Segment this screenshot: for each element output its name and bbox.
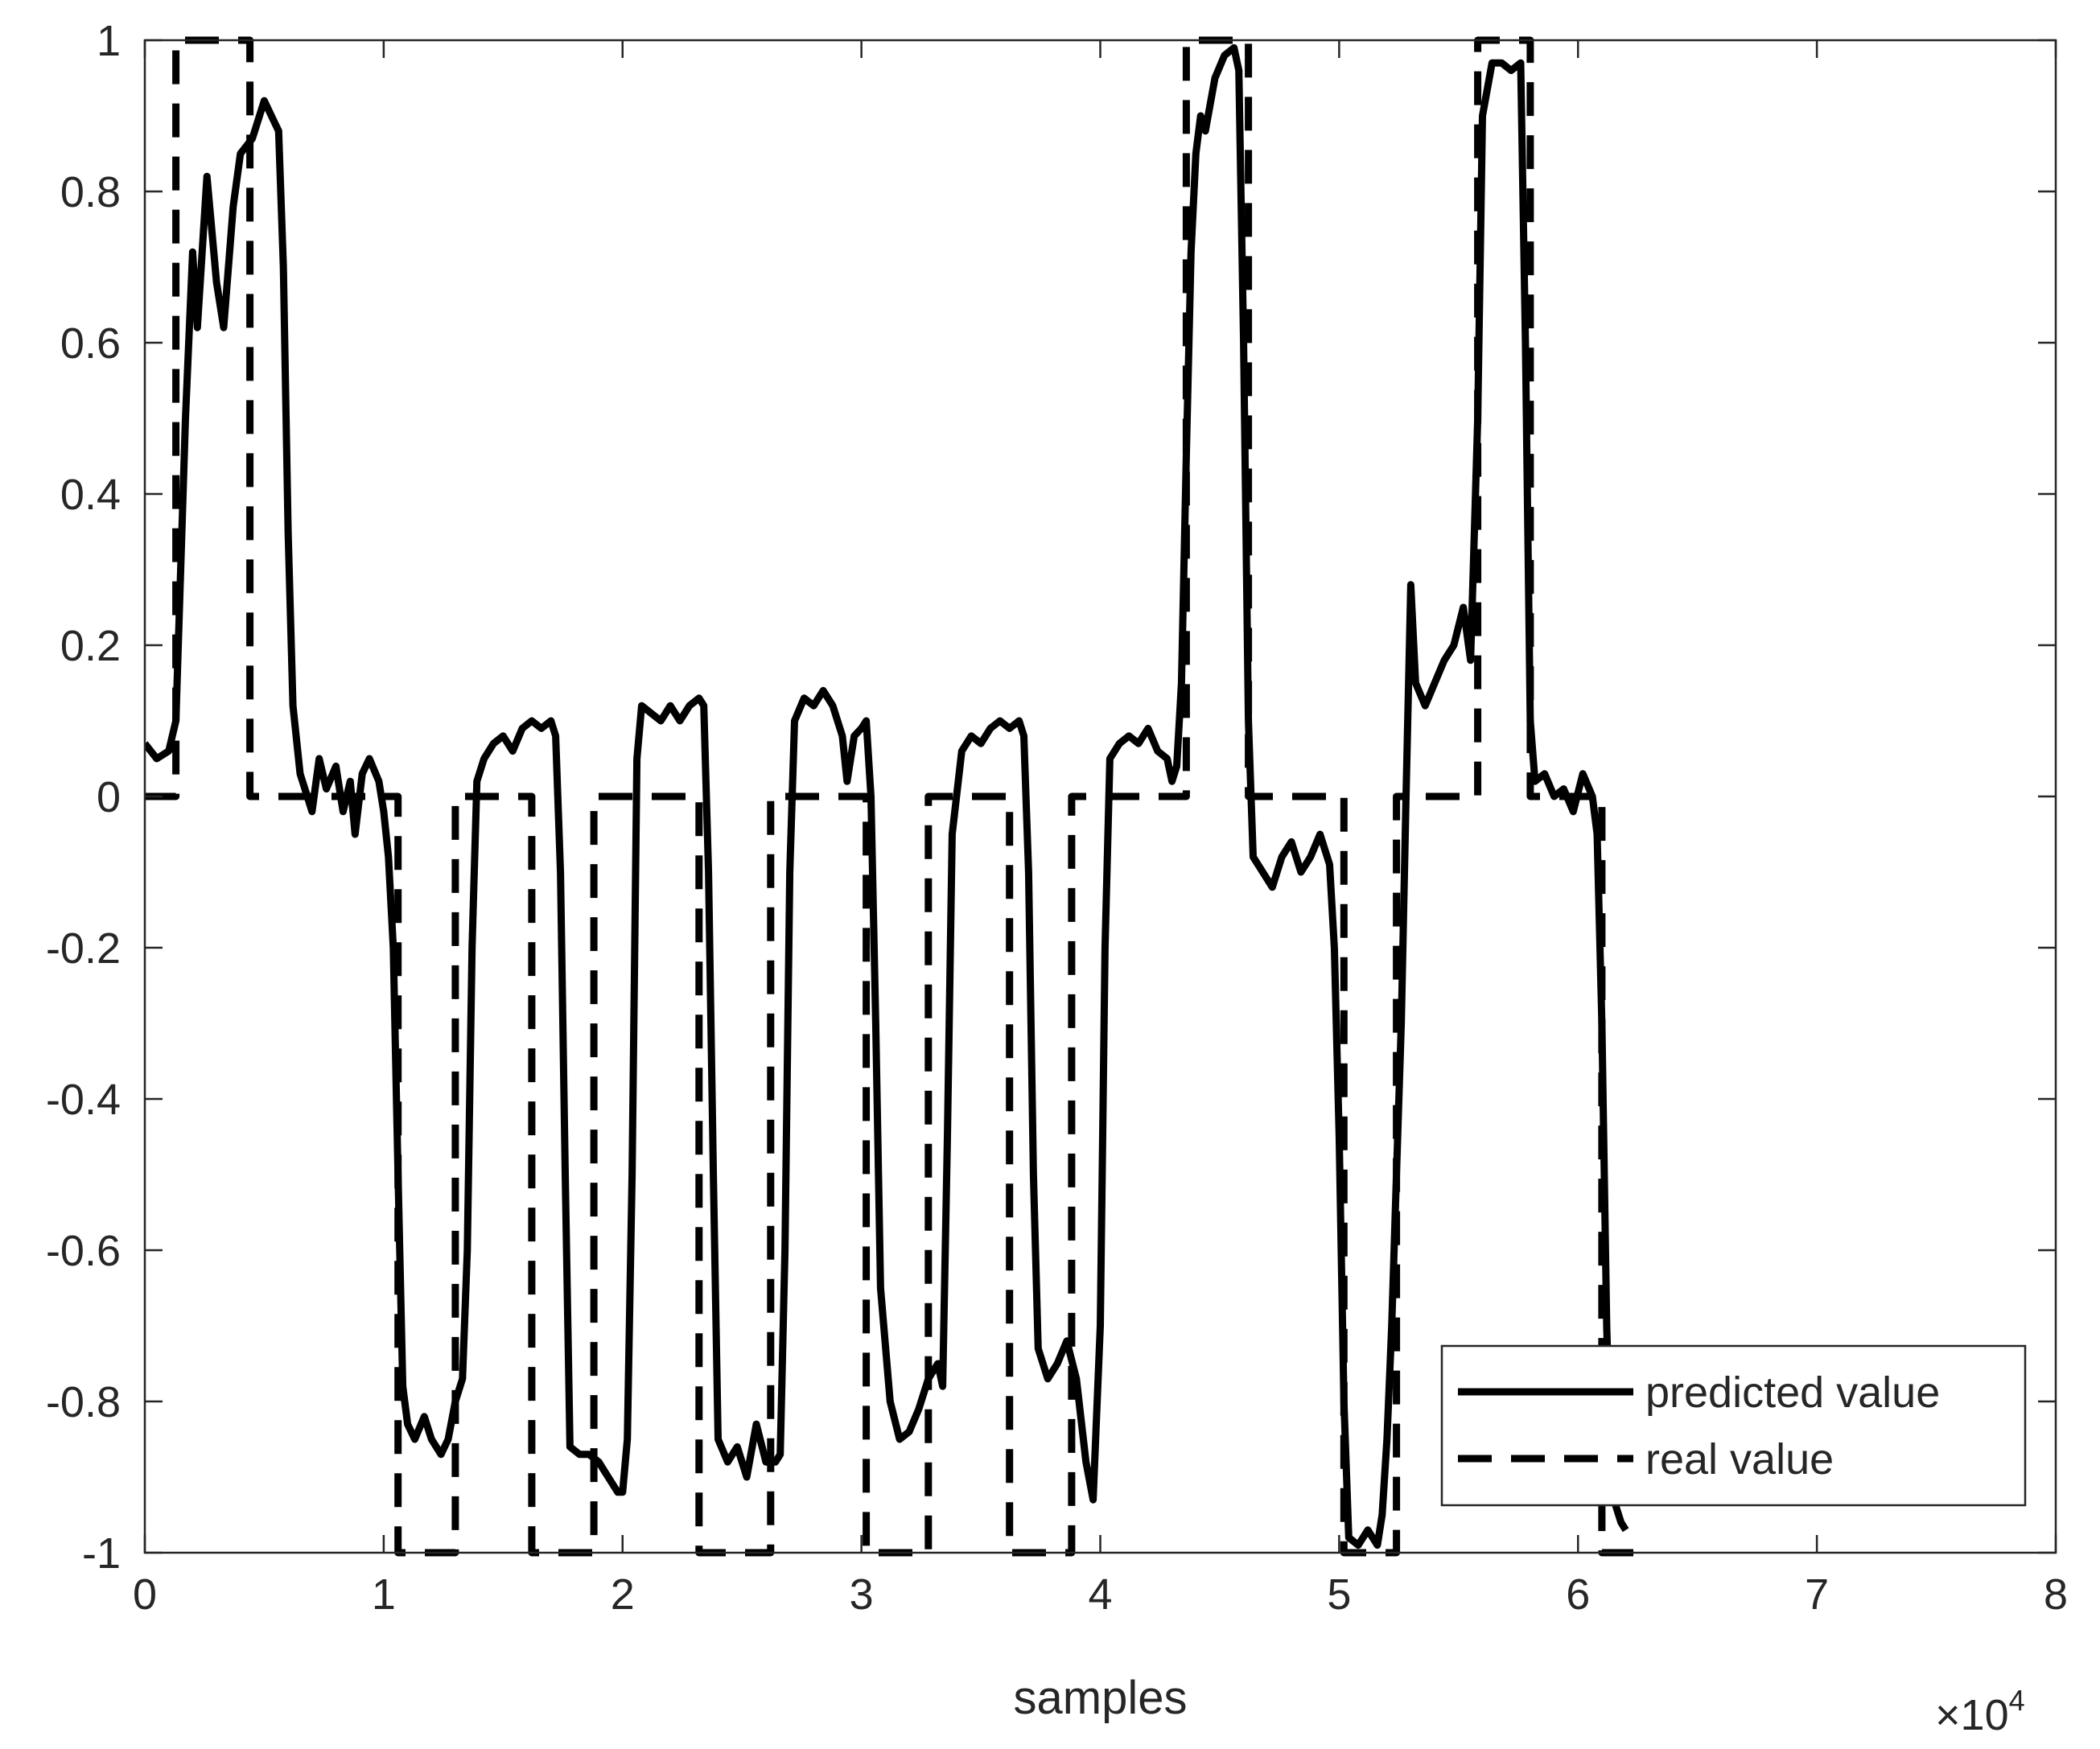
y-tick-label: 0.6 bbox=[60, 319, 121, 368]
x-axis-label: samples bbox=[1014, 1672, 1188, 1724]
legend: predicted value real value bbox=[1440, 1344, 2027, 1507]
x-tick-label: 1 bbox=[372, 1570, 396, 1619]
x-tick-label: 0 bbox=[133, 1570, 157, 1619]
legend-label-real: real value bbox=[1645, 1435, 1834, 1484]
y-tick-label: 0.2 bbox=[60, 622, 121, 670]
y-tick-label: 0.8 bbox=[60, 168, 121, 216]
y-tick-label: -0.2 bbox=[46, 924, 121, 973]
x-axis-multiplier-base: ×10 bbox=[1935, 1691, 2009, 1739]
x-tick-label: 3 bbox=[850, 1570, 874, 1619]
x-tick-label: 8 bbox=[2044, 1570, 2068, 1619]
y-tick-label: -0.6 bbox=[46, 1227, 121, 1275]
y-tick-label: 0 bbox=[97, 773, 121, 821]
y-tick-label: 0.4 bbox=[60, 471, 121, 519]
x-tick-label: 4 bbox=[1088, 1570, 1112, 1619]
y-tick-label: -0.4 bbox=[46, 1076, 121, 1124]
y-tick-label: -1 bbox=[82, 1529, 121, 1578]
legend-label-predicted: predicted value bbox=[1645, 1368, 1940, 1417]
x-tick-label: 7 bbox=[1805, 1570, 1829, 1619]
axis-ticks: 0 1 2 3 4 5 6 7 8 -1 -0.8 -0.6 -0.4 -0.2 0 0.2 0.4 0.6 0.8… bbox=[46, 17, 2068, 1619]
y-tick-label: 1 bbox=[97, 17, 121, 65]
y-tick-label: -0.8 bbox=[46, 1378, 121, 1426]
axes-frame bbox=[143, 39, 2057, 1554]
legend-box bbox=[1440, 1344, 2027, 1507]
predicted-value-line bbox=[145, 43, 1629, 1549]
x-axis-multiplier: ×104 bbox=[1935, 1684, 2025, 1739]
x-tick-label: 2 bbox=[611, 1570, 635, 1619]
x-axis-multiplier-exponent: 4 bbox=[2009, 1684, 2025, 1717]
x-tick-label: 5 bbox=[1327, 1570, 1351, 1619]
x-tick-label: 6 bbox=[1566, 1570, 1590, 1619]
